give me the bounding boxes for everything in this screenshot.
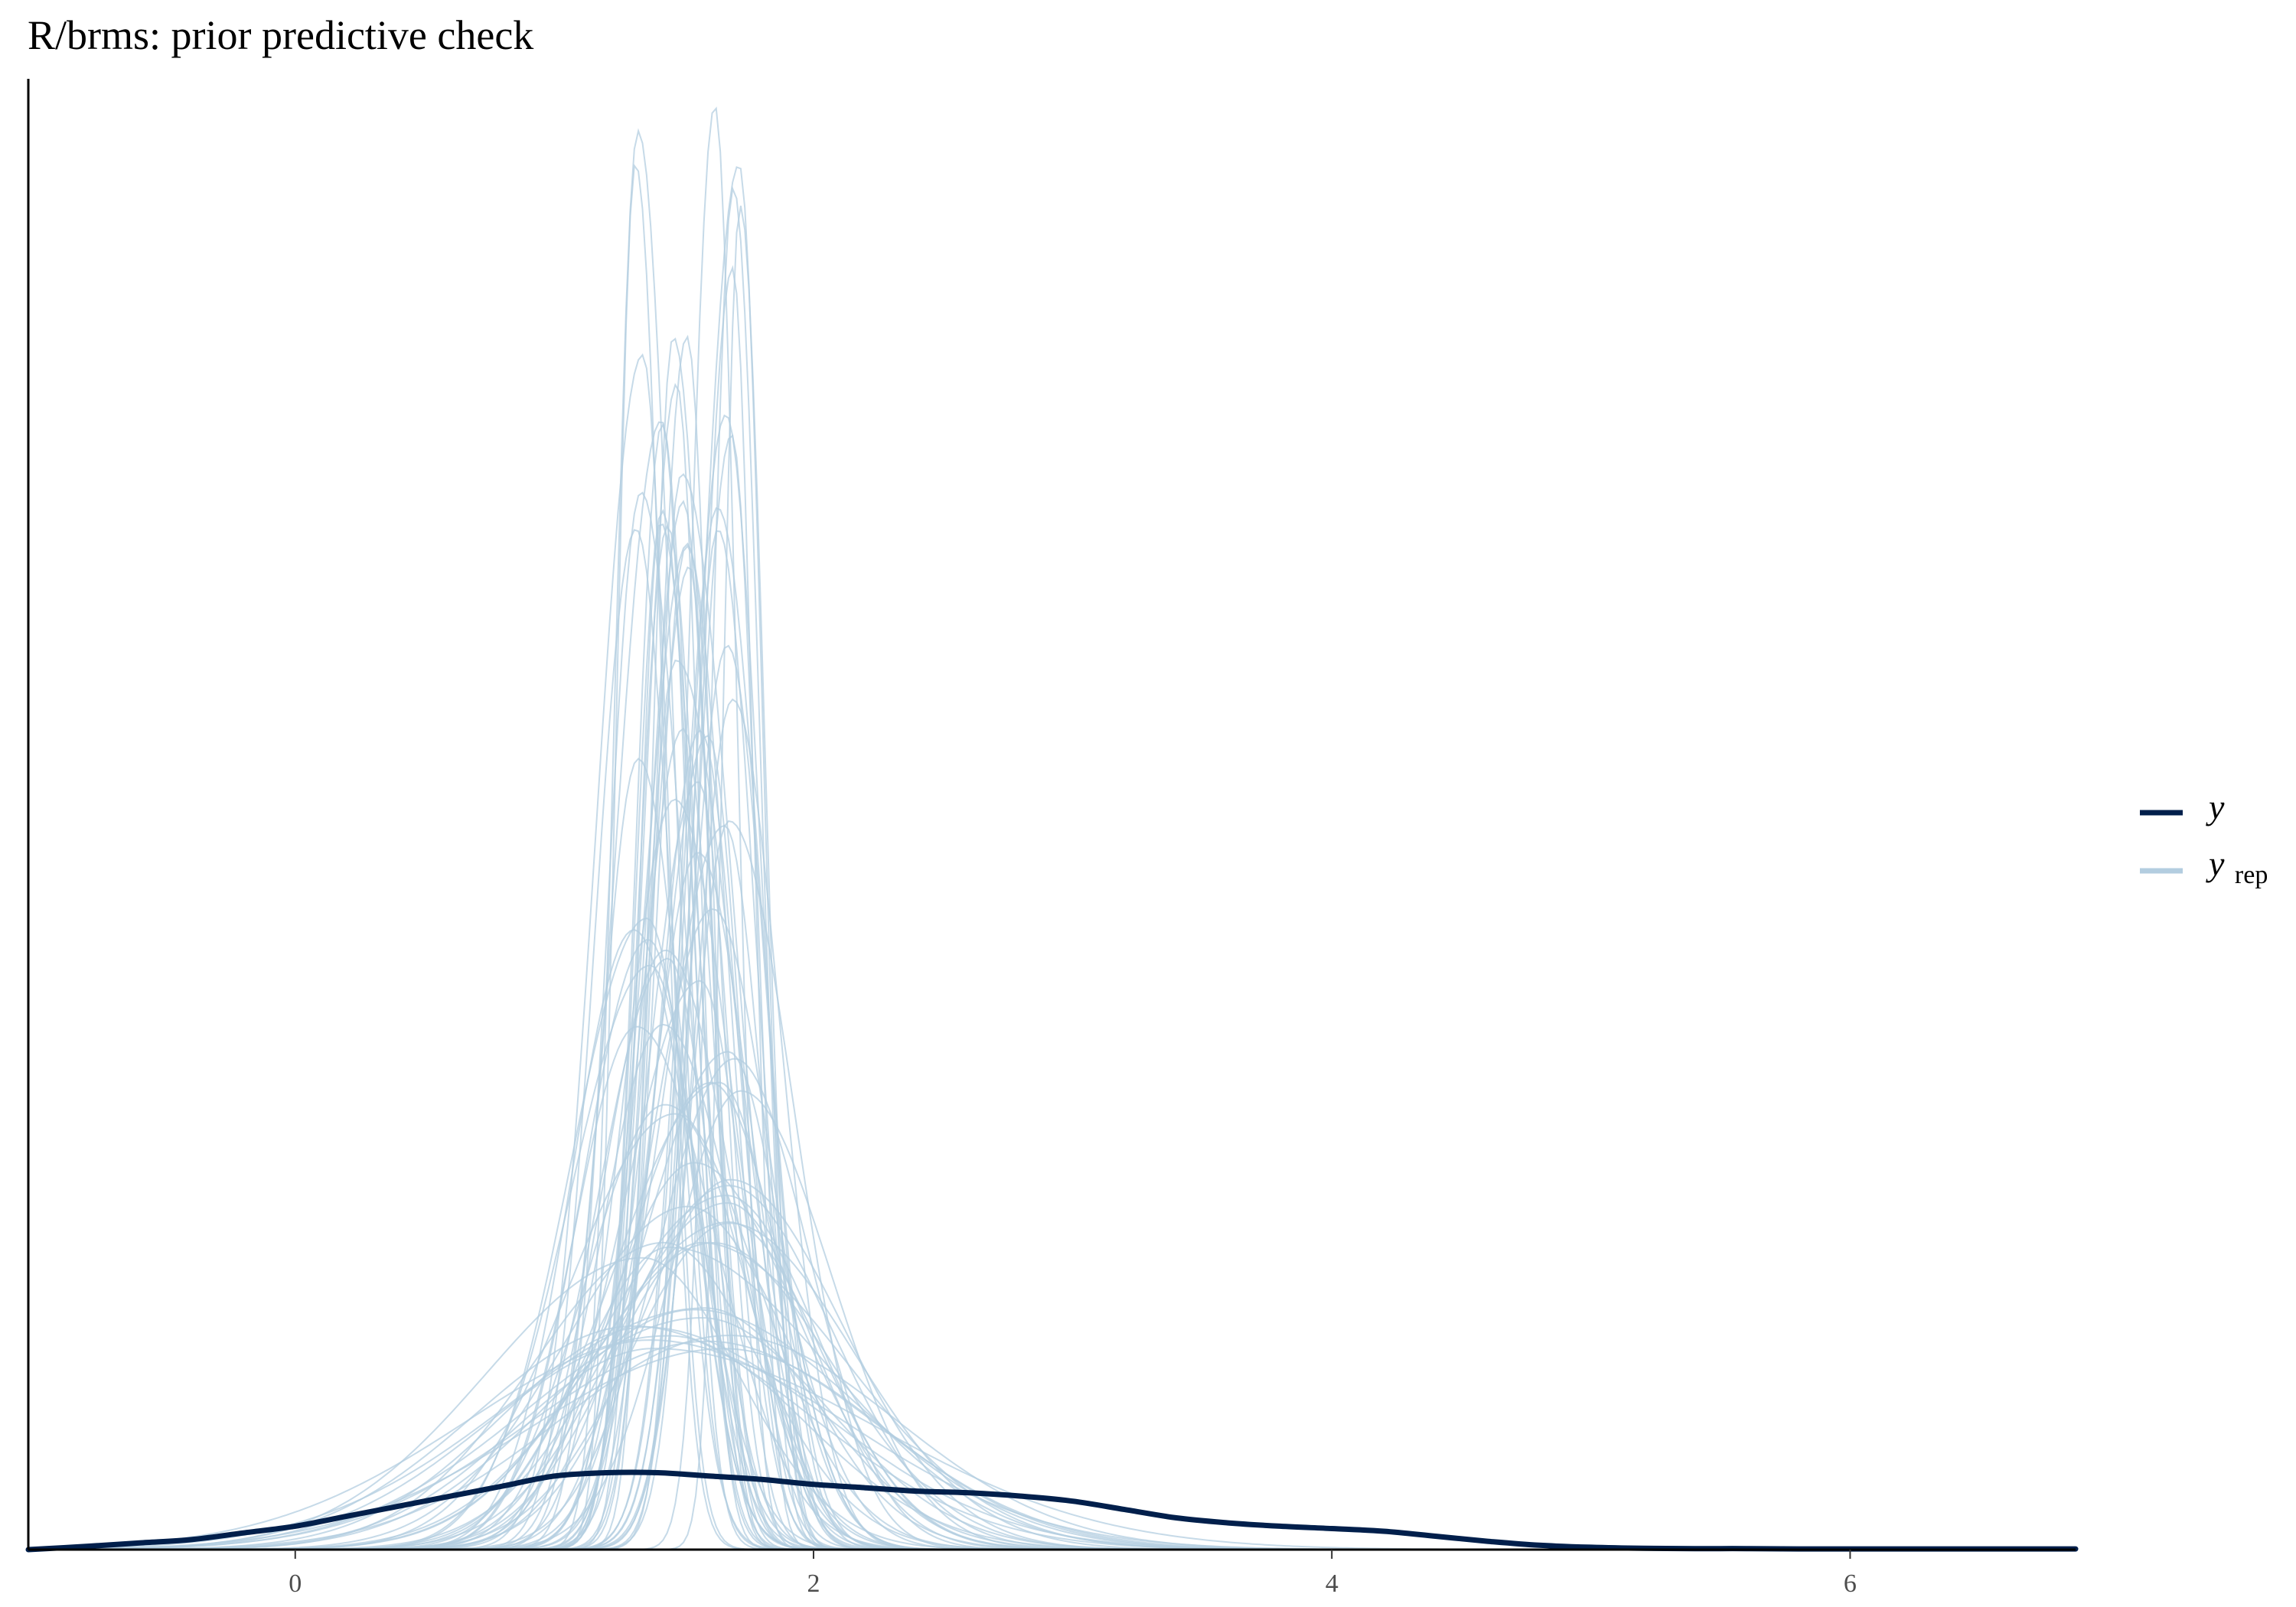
yrep-density-line xyxy=(28,964,2076,1550)
yrep-density-line xyxy=(28,530,2076,1550)
yrep-density-line xyxy=(28,566,2076,1550)
yrep-density-line xyxy=(28,422,2076,1550)
yrep-density-line xyxy=(28,939,2076,1550)
yrep-density-line xyxy=(28,659,2076,1550)
yrep-density-line xyxy=(28,334,2076,1550)
yrep-density-line xyxy=(28,1309,2076,1550)
yrep-density-line xyxy=(28,542,2076,1550)
yrep-density-line xyxy=(28,414,2076,1550)
yrep-density-lines xyxy=(28,106,2076,1550)
yrep-density-line xyxy=(28,353,2076,1550)
yrep-density-line xyxy=(28,949,2076,1550)
yrep-density-line xyxy=(28,917,2076,1550)
yrep-density-line xyxy=(28,758,2076,1550)
x-tick-label: 4 xyxy=(1326,1570,1339,1598)
yrep-density-line xyxy=(28,491,2076,1550)
yrep-density-line xyxy=(28,798,2076,1550)
yrep-density-line xyxy=(28,1081,2076,1550)
yrep-density-line xyxy=(28,205,2076,1550)
yrep-density-line xyxy=(28,1051,2076,1550)
yrep-density-line xyxy=(28,727,2076,1550)
legend: y y rep xyxy=(2140,787,2268,889)
yrep-density-line xyxy=(28,1113,2076,1550)
yrep-density-line xyxy=(28,507,2076,1550)
yrep-density-line xyxy=(28,163,2076,1550)
x-tick-label: 2 xyxy=(807,1570,820,1598)
yrep-density-line xyxy=(28,1025,2076,1550)
yrep-density-line xyxy=(28,1081,2076,1550)
yrep-density-line xyxy=(28,1241,2076,1550)
yrep-density-line xyxy=(28,1246,2076,1550)
yrep-density-line xyxy=(28,781,2076,1550)
chart-title: R/brms: prior predictive check xyxy=(28,12,533,58)
yrep-density-line xyxy=(28,106,2076,1550)
yrep-density-line xyxy=(28,1090,2076,1550)
yrep-density-line xyxy=(28,1178,2076,1550)
yrep-density-line xyxy=(28,509,2076,1550)
yrep-density-line xyxy=(28,166,2076,1550)
yrep-density-line xyxy=(28,1307,2076,1550)
yrep-density-line xyxy=(28,383,2076,1550)
yrep-density-line xyxy=(28,529,2076,1550)
yrep-density-line xyxy=(28,337,2076,1550)
yrep-density-line xyxy=(28,1103,2076,1550)
legend-label-yrep-main: y xyxy=(2206,844,2225,883)
legend-label-y: y xyxy=(2206,787,2225,826)
yrep-density-line xyxy=(28,185,2076,1550)
legend-label-yrep: y rep xyxy=(2206,844,2268,889)
yrep-density-line xyxy=(28,128,2076,1550)
yrep-density-line xyxy=(28,729,2076,1550)
yrep-density-line xyxy=(28,523,2076,1550)
yrep-density-line xyxy=(28,929,2076,1550)
yrep-density-line xyxy=(28,1058,2076,1550)
legend-label-y-main: y xyxy=(2206,787,2225,826)
yrep-density-line xyxy=(28,1257,2076,1550)
yrep-density-line xyxy=(28,908,2076,1550)
yrep-density-line xyxy=(28,1162,2076,1550)
legend-label-yrep-sub: rep xyxy=(2235,861,2268,889)
yrep-density-line xyxy=(28,524,2076,1550)
yrep-density-line xyxy=(28,698,2076,1550)
yrep-density-line xyxy=(28,1241,2076,1550)
yrep-density-line xyxy=(28,644,2076,1550)
yrep-density-line xyxy=(28,734,2076,1550)
yrep-density-line xyxy=(28,544,2076,1550)
yrep-density-line xyxy=(28,1317,2076,1550)
yrep-density-line xyxy=(28,265,2076,1550)
x-axis-ticks: 0 2 4 6 xyxy=(289,1550,1857,1598)
yrep-density-line xyxy=(28,421,2076,1550)
yrep-density-line xyxy=(28,824,2076,1550)
plot-area: 0 2 4 6 xyxy=(25,79,2079,1598)
yrep-density-line xyxy=(28,1242,2076,1550)
yrep-density-line xyxy=(28,1185,2076,1550)
yrep-density-line xyxy=(28,473,2076,1550)
yrep-density-line xyxy=(28,434,2076,1550)
yrep-density-line xyxy=(28,852,2076,1550)
yrep-density-line xyxy=(28,957,2076,1550)
yrep-density-line xyxy=(28,980,2076,1550)
x-tick-label: 6 xyxy=(1844,1570,1857,1598)
yrep-density-line xyxy=(28,1023,2076,1550)
yrep-density-line xyxy=(28,820,2076,1550)
yrep-density-line xyxy=(28,500,2076,1550)
x-tick-label: 0 xyxy=(289,1570,302,1598)
